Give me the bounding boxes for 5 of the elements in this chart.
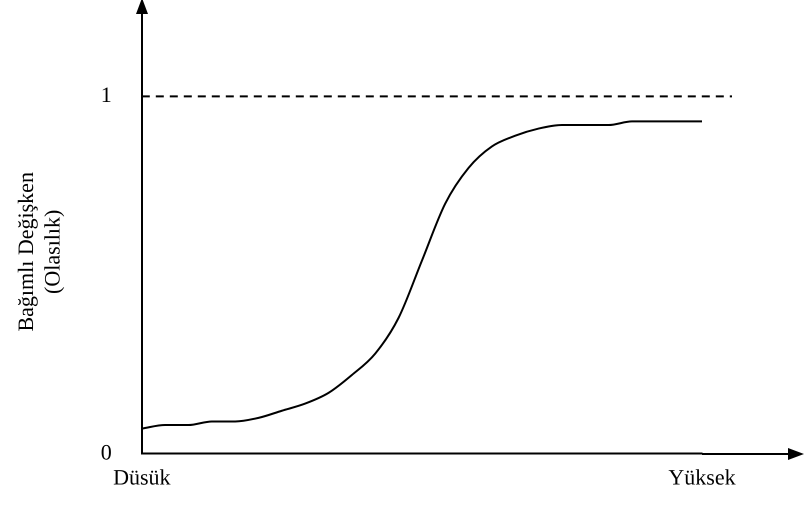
y-tick-label: 0	[100, 439, 112, 464]
x-tick-label: Düsük	[113, 464, 171, 490]
x-tick-label: Yüksek	[668, 464, 736, 490]
y-tick-label: 1	[100, 82, 112, 108]
y-axis-title: Bağımlı Değişken (Olasılık)	[12, 172, 64, 332]
